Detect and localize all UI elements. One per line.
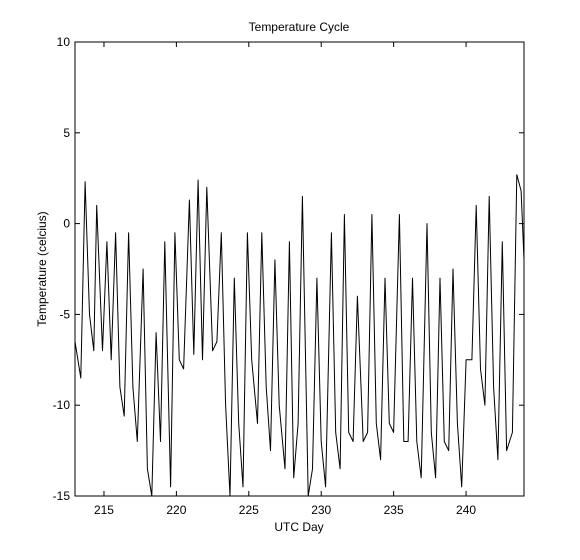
y-axis-label: Temperature (celcius)	[35, 211, 49, 326]
y-tick-label: 0	[63, 217, 70, 231]
y-tick-label: -15	[53, 489, 71, 503]
x-axis-label: UTC Day	[274, 520, 323, 534]
x-tick-label: 215	[94, 503, 114, 517]
x-axis-ticks: 215 220 225 230 235 240	[94, 42, 476, 517]
x-tick-label: 220	[166, 503, 186, 517]
x-tick-label: 225	[239, 503, 259, 517]
x-tick-label: 230	[311, 503, 331, 517]
y-tick-label: -10	[53, 398, 71, 412]
series-layer	[74, 174, 525, 497]
temperature-series-line	[74, 174, 525, 497]
x-tick-label: 240	[456, 503, 476, 517]
y-tick-label: -5	[59, 307, 70, 321]
y-tick-label: 5	[63, 126, 70, 140]
plot-frame	[74, 41, 525, 497]
y-axis-ticks: -15 -10 -5 0 5 10	[53, 35, 524, 503]
chart-title: Temperature Cycle	[249, 20, 350, 34]
y-tick-label: 10	[57, 35, 71, 49]
x-tick-label: 235	[384, 503, 404, 517]
